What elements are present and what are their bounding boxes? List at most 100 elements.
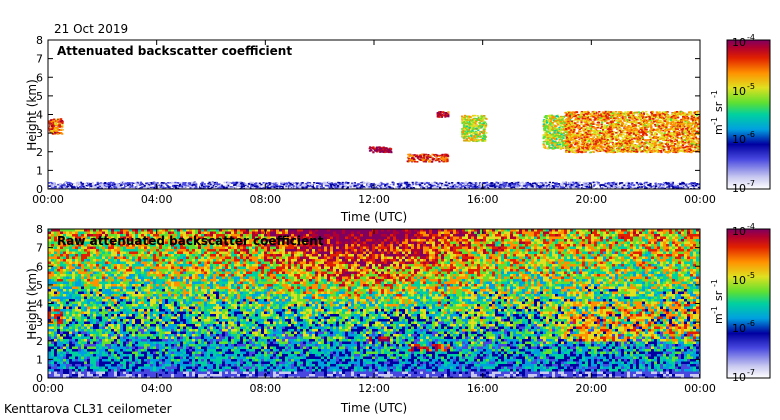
heatmap-cell [680, 132, 683, 135]
heatmap-cell [579, 133, 582, 136]
heatmap-cell [591, 111, 594, 113]
heatmap-cell [483, 184, 487, 186]
heatmap-cell [649, 187, 652, 189]
heatmap-cell [583, 181, 587, 184]
heatmap-cell [544, 181, 547, 184]
heatmap-cell [624, 139, 627, 141]
heatmap-cell [467, 117, 470, 119]
heatmap-cell [582, 186, 585, 188]
heatmap-cell [296, 182, 300, 185]
heatmap-cell [482, 122, 485, 125]
heatmap-cell [681, 121, 684, 124]
heatmap-cell [659, 145, 662, 148]
heatmap-cell [361, 182, 364, 185]
heatmap-cell [559, 117, 562, 119]
heatmap-cell [641, 186, 644, 188]
heatmap-cell [555, 133, 558, 135]
heatmap-cell [268, 183, 271, 186]
heatmap-cell [468, 124, 471, 126]
heatmap-cell [61, 187, 64, 189]
heatmap-cell [405, 181, 408, 184]
heatmap-cell [473, 125, 476, 127]
heatmap-cell [571, 132, 574, 135]
heatmap-cell [281, 185, 284, 188]
heatmap-cell [589, 137, 592, 140]
heatmap-cell [479, 185, 482, 188]
heatmap-cell [435, 157, 438, 160]
heatmap-cell [505, 187, 508, 189]
heatmap-cell [50, 120, 53, 123]
heatmap-cell [559, 138, 563, 140]
heatmap-cell [208, 183, 211, 185]
heatmap-cell [547, 120, 550, 123]
heatmap-cell [625, 184, 628, 186]
heatmap-cell [55, 120, 58, 122]
heatmap-cell [273, 182, 276, 184]
heatmap-cell [108, 186, 111, 188]
heatmap-cell [370, 185, 373, 187]
heatmap-cell [225, 185, 228, 187]
heatmap-cell [119, 184, 122, 187]
heatmap-cell [117, 184, 120, 186]
heatmap-cell [655, 125, 658, 127]
heatmap-cell [461, 135, 464, 137]
heatmap-cell [201, 187, 204, 189]
heatmap-cell [378, 185, 381, 188]
heatmap-cell [496, 182, 499, 184]
heatmap-cell [483, 126, 486, 128]
heatmap-cell [560, 136, 563, 138]
heatmap-cell [527, 184, 530, 186]
heatmap-cell [618, 186, 621, 189]
heatmap-cell [445, 181, 448, 184]
heatmap-cell [109, 184, 113, 187]
heatmap-cell [581, 184, 584, 186]
heatmap-cell [442, 159, 445, 162]
heatmap-cell [626, 132, 629, 134]
heatmap-cell [172, 186, 175, 188]
heatmap-cell [606, 135, 610, 137]
heatmap-cell [141, 186, 144, 189]
heatmap-cell [661, 184, 664, 187]
heatmap-cell [331, 183, 334, 186]
heatmap-cell [140, 187, 143, 189]
heatmap-cell [567, 128, 570, 130]
heatmap-cell [606, 151, 609, 154]
heatmap-cell [571, 146, 574, 149]
heatmap-cell [444, 160, 447, 163]
heatmap-cell [305, 186, 308, 189]
heatmap-cell [416, 182, 419, 185]
heatmap-cell [53, 118, 56, 121]
heatmap-cell [323, 181, 326, 184]
heatmap-cell [136, 183, 139, 185]
heatmap-cell [571, 186, 574, 188]
heatmap-cell [341, 186, 344, 189]
heatmap-cell [407, 187, 410, 189]
heatmap-cell [504, 183, 507, 185]
heatmap-cell [603, 114, 607, 116]
heatmap-cell [152, 185, 155, 187]
heatmap-cell [415, 183, 418, 186]
heatmap-cell [659, 183, 662, 185]
heatmap-cell [232, 182, 235, 185]
heatmap-cell [608, 121, 611, 124]
heatmap-cell [412, 155, 415, 158]
heatmap-cell [422, 160, 425, 163]
heatmap-cell [156, 182, 159, 184]
heatmap-cell [510, 183, 513, 186]
heatmap-cell [384, 183, 387, 186]
heatmap-cell [551, 146, 554, 149]
heatmap-cell [549, 185, 552, 187]
heatmap-cell [539, 186, 542, 189]
heatmap-cell [457, 187, 460, 189]
heatmap-cell [427, 155, 430, 158]
heatmap-marks-1 [48, 110, 700, 189]
heatmap-cell [476, 119, 479, 121]
heatmap-cell [429, 161, 432, 163]
heatmap-cell [555, 185, 558, 188]
heatmap-cell [301, 187, 304, 189]
heatmap-cell [464, 133, 467, 136]
heatmap-cell [576, 183, 579, 186]
heatmap-cell [337, 183, 340, 186]
heatmap-cell [466, 132, 469, 134]
heatmap-cell [575, 186, 578, 188]
